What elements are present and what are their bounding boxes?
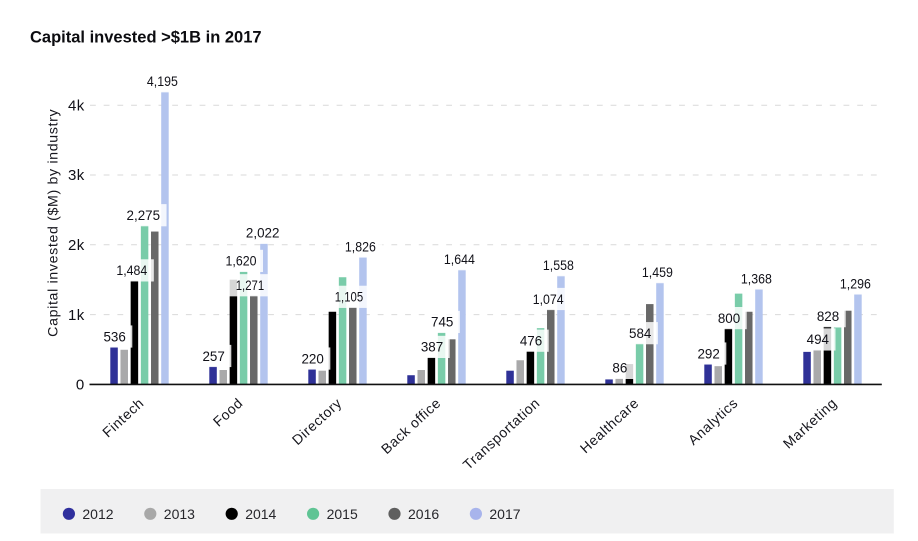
svg-text:292: 292 [697, 346, 719, 361]
svg-text:86: 86 [612, 361, 627, 376]
svg-text:1,558: 1,558 [543, 258, 574, 273]
svg-text:1,826: 1,826 [345, 239, 376, 254]
svg-text:494: 494 [807, 332, 830, 347]
svg-text:2012: 2012 [82, 506, 113, 522]
svg-text:Capital invested >$1B in 2017: Capital invested >$1B in 2017 [30, 29, 262, 47]
svg-text:800: 800 [718, 311, 740, 326]
svg-text:584: 584 [629, 326, 652, 341]
svg-text:2013: 2013 [164, 506, 195, 522]
svg-text:387: 387 [421, 340, 443, 355]
svg-text:1,105: 1,105 [335, 290, 363, 305]
svg-text:2014: 2014 [245, 506, 276, 522]
svg-text:1,368: 1,368 [741, 271, 772, 286]
svg-text:1,620: 1,620 [226, 254, 257, 269]
svg-text:745: 745 [431, 315, 453, 330]
svg-text:828: 828 [817, 309, 839, 324]
svg-text:220: 220 [301, 351, 323, 366]
svg-text:2015: 2015 [327, 506, 358, 522]
svg-text:1k: 1k [68, 307, 85, 324]
svg-text:1,074: 1,074 [533, 292, 564, 307]
svg-text:1,459: 1,459 [642, 265, 673, 280]
svg-text:Capital invested ($M) by indus: Capital invested ($M) by industry [45, 109, 61, 337]
svg-text:536: 536 [103, 329, 125, 344]
svg-text:2017: 2017 [489, 506, 520, 522]
svg-text:257: 257 [202, 349, 224, 364]
svg-text:476: 476 [520, 334, 542, 349]
svg-text:1,271: 1,271 [236, 278, 264, 293]
svg-text:4k: 4k [68, 98, 85, 115]
svg-text:2,022: 2,022 [246, 226, 279, 241]
svg-text:1,296: 1,296 [840, 276, 871, 291]
svg-text:4,195: 4,195 [147, 74, 178, 89]
svg-text:1,484: 1,484 [116, 263, 147, 278]
svg-text:0: 0 [76, 377, 85, 394]
svg-text:2016: 2016 [408, 506, 439, 522]
svg-text:2k: 2k [68, 237, 85, 254]
svg-text:1,644: 1,644 [444, 252, 475, 267]
svg-text:2,275: 2,275 [127, 208, 161, 223]
svg-text:3k: 3k [68, 167, 85, 184]
